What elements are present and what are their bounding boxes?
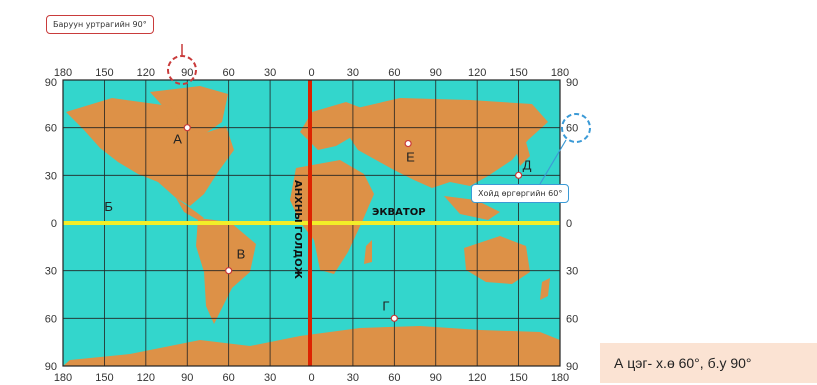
map-panel: АНХНЫ ГОЛДОЖ ЭКВАТОР xyxy=(62,79,561,367)
longitude-tick-label: 150 xyxy=(509,67,527,79)
latitude-tick-label: 0 xyxy=(51,218,57,230)
callout-meridian-90w: Баруун уртрагийн 90° xyxy=(46,15,154,34)
point-marker xyxy=(514,171,523,179)
longitude-ticks-bottom: 180 150 120 90 60 30 0 30 60 90 120 150 180 xyxy=(54,372,569,384)
latitude-tick-label: 30 xyxy=(45,266,57,278)
latitude-ticks-right: 90 60 0 30 60 90 xyxy=(566,77,578,373)
latitude-tick-label: 60 xyxy=(566,313,578,325)
latitude-tick-label: 30 xyxy=(566,266,578,278)
new-zealand xyxy=(540,278,550,300)
longitude-tick-label: 120 xyxy=(137,372,155,384)
australia xyxy=(464,236,530,284)
longitude-tick-label: 120 xyxy=(468,67,486,79)
prime-meridian-label: АНХНЫ ГОЛДОЖ xyxy=(292,180,303,280)
longitude-tick-label: 60 xyxy=(388,372,400,384)
longitude-tick-label: 90 xyxy=(430,372,442,384)
latitude-tick-label: 60 xyxy=(45,123,57,135)
latitude-tick-label: 0 xyxy=(566,218,572,230)
latitude-tick-label: 90 xyxy=(566,361,578,373)
longitude-tick-label: 150 xyxy=(509,372,527,384)
longitude-tick-label: 60 xyxy=(223,372,235,384)
longitude-tick-label: 180 xyxy=(551,372,569,384)
longitude-tick-label: 120 xyxy=(468,372,486,384)
longitude-tick-label: 30 xyxy=(347,372,359,384)
longitude-tick-label: 30 xyxy=(347,67,359,79)
longitude-tick-label: 0 xyxy=(308,372,314,384)
point-label: Д xyxy=(523,157,532,172)
longitude-tick-label: 60 xyxy=(223,67,235,79)
point-marker xyxy=(225,267,233,275)
point-label: Г xyxy=(382,298,389,313)
latitude-tick-label: 60 xyxy=(45,313,57,325)
southeast-asia xyxy=(444,196,500,220)
madagascar xyxy=(364,240,372,264)
point-label: Б xyxy=(104,199,113,214)
longitude-tick-label: 90 xyxy=(181,372,193,384)
latitude-tick-label: 30 xyxy=(45,170,57,182)
longitude-tick-label: 30 xyxy=(264,372,276,384)
point-label: Е xyxy=(406,150,415,165)
longitude-ticks-top: 180 150 120 90 60 30 0 30 60 90 120 150 180 xyxy=(54,67,569,79)
longitude-tick-label: 30 xyxy=(264,67,276,79)
callout-blue-pointer xyxy=(539,139,567,185)
point-label: В xyxy=(237,247,246,262)
longitude-tick-label: 150 xyxy=(95,372,113,384)
latitude-tick-label: 90 xyxy=(566,77,578,89)
map-points: А Б В Г Д Е xyxy=(104,124,532,322)
point-marker xyxy=(404,139,412,148)
map-border xyxy=(62,79,561,367)
japan xyxy=(516,142,530,166)
parallel-60n-highlight xyxy=(561,113,591,143)
north-america xyxy=(66,98,234,206)
longitude-tick-label: 180 xyxy=(54,372,72,384)
longitude-tick-label: 90 xyxy=(181,67,193,79)
equator-label: ЭКВАТОР xyxy=(372,207,426,218)
latitude-tick-label: 60 xyxy=(566,123,578,135)
longitude-tick-label: 180 xyxy=(54,67,72,79)
greenland xyxy=(150,86,228,140)
asia xyxy=(340,98,548,188)
longitude-tick-label: 120 xyxy=(137,67,155,79)
latitude-tick-label: 90 xyxy=(45,361,57,373)
point-marker xyxy=(390,314,398,322)
longitude-tick-label: 60 xyxy=(388,67,400,79)
latitude-tick-label: 90 xyxy=(45,77,57,89)
longitude-tick-label: 0 xyxy=(308,67,314,79)
longitude-tick-label: 90 xyxy=(430,67,442,79)
longitude-tick-label: 180 xyxy=(551,67,569,79)
answer-box: А цэг- х.ө 60°, б.у 90° xyxy=(600,343,817,383)
point-marker xyxy=(183,124,191,132)
central-america xyxy=(176,198,204,220)
point-label: А xyxy=(173,132,182,147)
latitude-ticks-left: 90 60 30 0 30 60 90 xyxy=(45,77,57,373)
longitude-tick-label: 150 xyxy=(95,67,113,79)
callout-parallel-60n: Хойд өргөргийн 60° xyxy=(471,184,570,203)
